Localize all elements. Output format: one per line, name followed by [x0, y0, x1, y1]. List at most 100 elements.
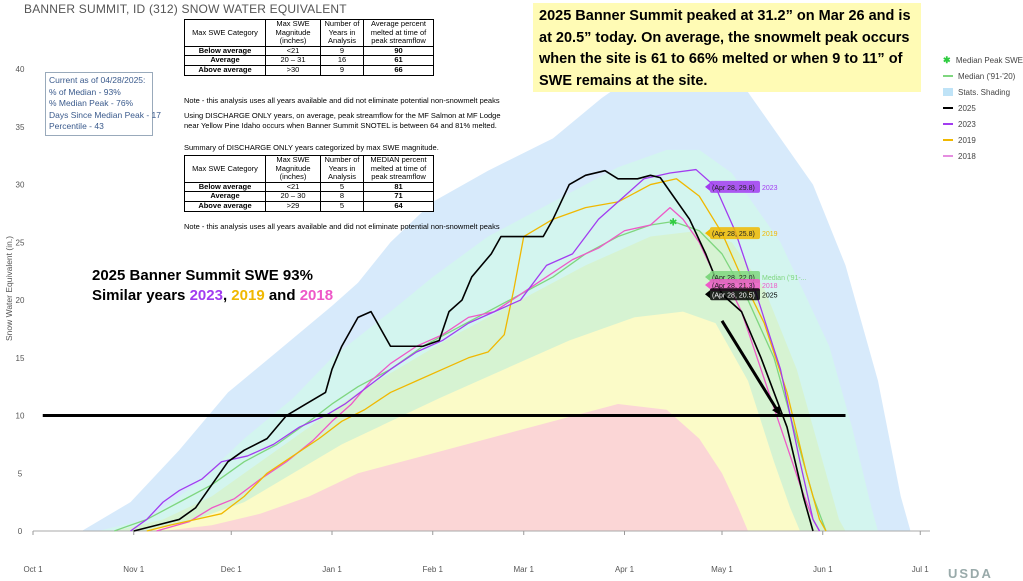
status-line: Current as of 04/28/2025: — [49, 75, 146, 85]
arrow-shaft — [720, 320, 782, 417]
y-tick-label: 40 — [16, 65, 25, 74]
col-header: MEDIAN percent melted at time of peak st… — [363, 155, 434, 183]
chart-title: BANNER SUMMIT, ID (312) SNOW WATER EQUIV… — [24, 2, 347, 16]
col-header: Average percent melted at time of peak s… — [363, 19, 434, 47]
legend-label: 2023 — [958, 119, 976, 129]
y-tick-label: 35 — [16, 123, 25, 132]
col-header: Number of Years in Analysis — [320, 155, 364, 183]
x-tick-label: Nov 1 — [123, 565, 144, 574]
table-cell: >29 — [265, 200, 321, 212]
discharge-line: near Yellow Pine Idaho occurs when Banne… — [184, 121, 497, 130]
end-label-series: 2025 — [762, 292, 778, 299]
end-label-text: (Apr 28, 29.8) — [712, 185, 755, 192]
table2-note: Note - this analysis uses all years avai… — [184, 222, 500, 231]
status-line: % of Median - 93% — [49, 86, 121, 97]
end-label-pointer — [705, 281, 710, 290]
table-cell: 66 — [363, 64, 434, 76]
stat-band-p10 — [163, 403, 748, 531]
series-2023 — [130, 168, 821, 532]
y-axis-label: Snow Water Equivalent (in.) — [4, 236, 14, 341]
year-2018: 2018 — [299, 287, 334, 304]
legend-label: 2019 — [958, 135, 976, 145]
y-tick-label: 10 — [16, 412, 25, 421]
table-row: Above average >30 9 66 — [184, 64, 434, 76]
area-swatch-icon — [943, 88, 953, 96]
table-cell: 64 — [363, 200, 434, 212]
end-label-pointer — [705, 272, 710, 281]
median-peak-marker-icon: ✱ — [943, 54, 951, 65]
usda-logo: USDA — [948, 566, 993, 581]
x-tick-label: Jul 1 — [912, 565, 929, 574]
col-header: Number of Years in Analysis — [320, 19, 364, 47]
x-tick-label: Feb 1 — [423, 565, 444, 574]
x-tick-label: Oct 1 — [23, 565, 43, 574]
y-tick-label: 15 — [16, 354, 25, 363]
y-tick-label: 0 — [18, 527, 23, 536]
table-row: Above average >29 5 64 — [184, 200, 434, 212]
col-header: Max SWE Category — [184, 155, 266, 183]
discharge-table: Max SWE Category Max SWE Magnitude (inch… — [184, 155, 434, 212]
end-label-pointer — [705, 182, 710, 191]
end-label-box — [710, 279, 760, 292]
y-tick-label: 25 — [16, 238, 25, 247]
table1-note: Note - this analysis uses all years avai… — [184, 96, 500, 105]
legend-item[interactable]: Median ('91-'20) — [943, 68, 1023, 84]
series-2025 — [133, 169, 814, 532]
x-tick-label: Jun 1 — [813, 565, 833, 574]
status-line: % Median Peak - 76% — [49, 98, 134, 108]
legend-item[interactable]: 2018 — [943, 148, 1023, 164]
table-cell: >30 — [265, 64, 321, 76]
swe-annotation: 2025 Banner Summit SWE 93% Similar years… — [92, 266, 333, 306]
legend-label: 2025 — [958, 103, 976, 113]
line-swatch-icon — [943, 123, 953, 125]
end-label-box — [710, 227, 760, 240]
year-2019: 2019 — [231, 287, 265, 304]
peak-callout: 2025 Banner Summit peaked at 31.2” on Ma… — [533, 3, 921, 92]
col-header: Max SWE Category — [184, 19, 266, 47]
discharge-text: Using DISCHARGE ONLY years, on average, … — [184, 111, 501, 131]
y-tick-label: 20 — [16, 296, 25, 305]
line-swatch-icon — [943, 107, 953, 109]
annotation-line2: Similar years 2023, 2019 and 2018 — [92, 286, 333, 306]
table-cell: Above average — [184, 200, 266, 212]
arrow-head-icon — [772, 405, 781, 416]
table-cell: 9 — [320, 64, 364, 76]
end-label-series: 2018 — [762, 283, 778, 290]
legend-item[interactable]: Stats. Shading — [943, 84, 1023, 100]
table-cell: 5 — [320, 200, 364, 212]
end-label-box — [710, 288, 760, 301]
end-label-text: (Apr 28, 25.8) — [712, 231, 755, 238]
y-tick-label: 5 — [18, 469, 23, 478]
x-tick-label: Mar 1 — [514, 565, 535, 574]
separator: , — [222, 287, 232, 304]
end-label-pointer — [705, 290, 710, 299]
legend-item[interactable]: 2023 — [943, 116, 1023, 132]
x-tick-label: Jan 1 — [322, 565, 342, 574]
legend-label: 2018 — [958, 151, 976, 161]
discharge-summary: Summary of DISCHARGE ONLY years categori… — [184, 143, 439, 152]
legend-label: Median Peak SWE — [955, 55, 1023, 65]
col-header: Max SWE Magnitude (inches) — [265, 19, 321, 47]
series-2018 — [156, 207, 821, 532]
table-cell: Above average — [184, 64, 266, 76]
annotation-line1: 2025 Banner Summit SWE 93% — [92, 267, 313, 284]
legend-item[interactable]: ✱ Median Peak SWE — [943, 52, 1023, 68]
median-peak-marker: ✱ — [669, 218, 677, 229]
end-label-series: Median ('91-... — [762, 275, 807, 282]
line-swatch-icon — [943, 155, 953, 157]
legend-label: Median ('91-'20) — [958, 71, 1016, 81]
status-line: Percentile - 43 — [49, 121, 104, 131]
legend-item[interactable]: 2019 — [943, 132, 1023, 148]
swe-category-table: Max SWE Category Max SWE Magnitude (inch… — [184, 19, 434, 76]
line-swatch-icon — [943, 75, 953, 77]
current-status-box: Current as of 04/28/2025: % of Median - … — [45, 72, 161, 136]
end-label-series: 2019 — [762, 231, 778, 238]
end-label-text: (Apr 28, 22.0) — [712, 275, 755, 282]
legend-item[interactable]: 2025 — [943, 100, 1023, 116]
x-tick-label: May 1 — [711, 565, 733, 574]
x-tick-label: Apr 1 — [615, 565, 635, 574]
legend-label: Stats. Shading — [958, 87, 1011, 97]
end-label-series: 2023 — [762, 185, 778, 192]
separator: and — [264, 287, 300, 304]
